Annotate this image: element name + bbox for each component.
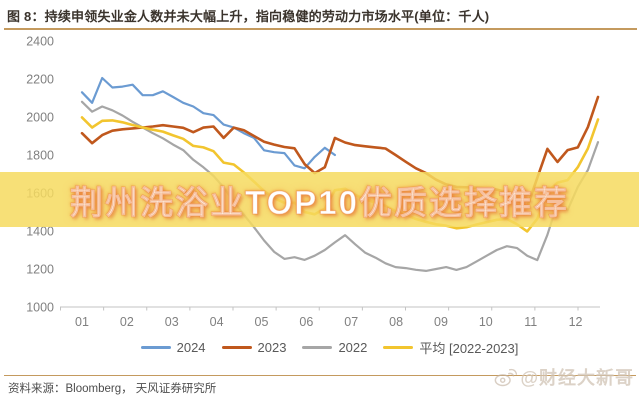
- x-axis-label: 05: [255, 315, 269, 329]
- y-axis-label: 2000: [26, 111, 54, 125]
- x-axis-label: 03: [165, 315, 179, 329]
- legend-label: 平均 [2022-2023]: [419, 341, 519, 356]
- x-axis-label: 08: [389, 315, 403, 329]
- legend-label: 2024: [176, 340, 206, 355]
- y-axis-label: 1200: [26, 263, 54, 277]
- series-2022-line: [80, 100, 600, 272]
- x-axis-label: 12: [569, 315, 583, 329]
- x-axis-label: 01: [75, 315, 89, 329]
- y-axis-label: 2200: [26, 73, 54, 87]
- legend-swatch: [221, 346, 252, 349]
- y-axis-label: 1400: [26, 225, 54, 239]
- y-axis-label: 2400: [26, 35, 54, 49]
- x-axis-label: 04: [210, 315, 224, 329]
- watermark: @财经大新哥: [493, 364, 634, 390]
- source-note: 资料来源：Bloomberg， 天风证券研究所: [8, 383, 217, 395]
- x-axis-label: 09: [434, 315, 448, 329]
- legend-item-平均 [2022-2023]: 平均 [2022-2023]: [383, 338, 518, 357]
- legend-item-2024: 2024: [140, 338, 206, 357]
- legend-swatch: [383, 346, 414, 349]
- legend-swatch: [140, 346, 171, 349]
- source-divider: [4, 375, 636, 376]
- y-axis-label: 1800: [26, 149, 54, 163]
- chart-legend: 2024 2023 2022 平均 [2022-2023]: [10, 338, 639, 357]
- overlay-text: 荆州洗浴业TOP10优质选择推荐: [70, 183, 569, 221]
- legend-item-2023: 2023: [221, 338, 287, 357]
- x-axis-label: 10: [479, 315, 493, 329]
- x-axis-label: 07: [344, 315, 358, 329]
- legend-item-2022: 2022: [302, 338, 367, 357]
- legend-swatch: [302, 346, 333, 349]
- title-divider: [4, 28, 637, 30]
- legend-label: 2023: [257, 340, 287, 355]
- series-2024-line: [80, 76, 336, 170]
- y-axis-label: 1000: [26, 301, 54, 315]
- watermark-text: @财经大新哥: [520, 368, 634, 388]
- figure-title: 图 8：持续申领失业金人数并未大幅上升，指向稳健的劳动力市场水平(单位：千人): [7, 9, 490, 24]
- legend-label: 2022: [338, 340, 368, 355]
- x-axis-label: 11: [524, 315, 537, 329]
- x-axis-label: 02: [120, 315, 134, 329]
- overlay-banner: 荆州洗浴业TOP10优质选择推荐: [0, 172, 639, 227]
- weibo-icon: [495, 368, 518, 387]
- x-axis-label: 06: [299, 315, 313, 329]
